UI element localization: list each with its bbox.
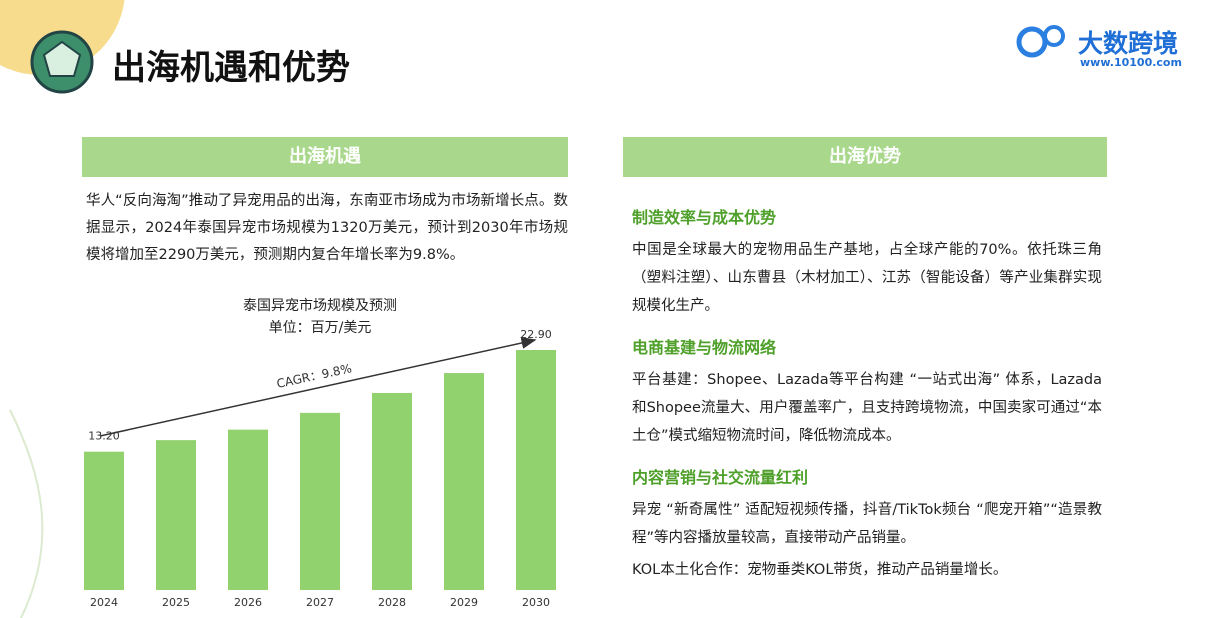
bar xyxy=(444,373,484,590)
paragraph: 中国是全球最大的宠物用品生产基地，占全球产能的70%。依托珠三角（塑料注塑）、山… xyxy=(632,242,1102,314)
data-label: 22.90 xyxy=(520,328,552,341)
x-tick-label: 2025 xyxy=(162,596,190,609)
data-label: 13.20 xyxy=(88,430,120,443)
subheading: 内容营销与社交流量红利 xyxy=(632,468,809,487)
chart-title: 泰国异宠市场规模及预测 xyxy=(243,297,397,314)
decoration xyxy=(0,0,125,94)
logo-url: www.10100.com xyxy=(1080,56,1182,69)
bar xyxy=(156,440,196,590)
bar xyxy=(372,392,412,590)
bar xyxy=(84,451,124,590)
chart-subtitle: 单位：百万/美元 xyxy=(269,320,372,336)
page-title: 出海机遇和优势 xyxy=(112,48,350,88)
paragraph: 异宠 “新奇属性” 适配短视频传播，抖音/TikTok频台 “爬宠开箱”“造景教… xyxy=(632,502,1102,546)
section-heading: 出海机遇 xyxy=(82,137,568,177)
logo-name: 大数跨境 xyxy=(1078,29,1179,58)
x-tick-label: 2030 xyxy=(522,596,550,609)
x-tick-label: 2024 xyxy=(90,596,118,609)
trend-arrow xyxy=(99,337,537,437)
logo-icon xyxy=(1016,25,1065,58)
paragraph: 平台基建：Shopee、Lazada等平台构建 “一站式出海” 体系，Lazad… xyxy=(632,372,1102,444)
section-heading: 出海优势 xyxy=(623,137,1107,177)
x-tick-label: 2029 xyxy=(450,596,478,609)
subheading: 制造效率与成本优势 xyxy=(632,208,777,227)
paragraph: 华人“反向海淘”推动了异宠用品的出海，东南亚市场成为市场新增长点。数据显示，20… xyxy=(86,193,568,263)
paragraph: KOL本土化合作：宠物垂类KOL带货，推动产品销量增长。 xyxy=(632,562,1008,578)
chart: 泰国异宠市场规模及预测 单位：百万/美元 CAGR：9.8% 2024 13.20… xyxy=(9,297,556,618)
advantages: 制造效率与成本优势中国是全球最大的宠物用品生产基地，占全球产能的70%。依托珠三… xyxy=(632,190,1102,588)
x-tick-label: 2028 xyxy=(378,596,406,609)
bar xyxy=(228,429,268,590)
subheading: 电商基建与物流网络 xyxy=(632,338,777,357)
annotation: CAGR：9.8% xyxy=(275,361,353,391)
bar xyxy=(300,412,340,590)
bar xyxy=(516,350,556,590)
x-tick-label: 2026 xyxy=(234,596,262,609)
x-tick-label: 2027 xyxy=(306,596,334,609)
